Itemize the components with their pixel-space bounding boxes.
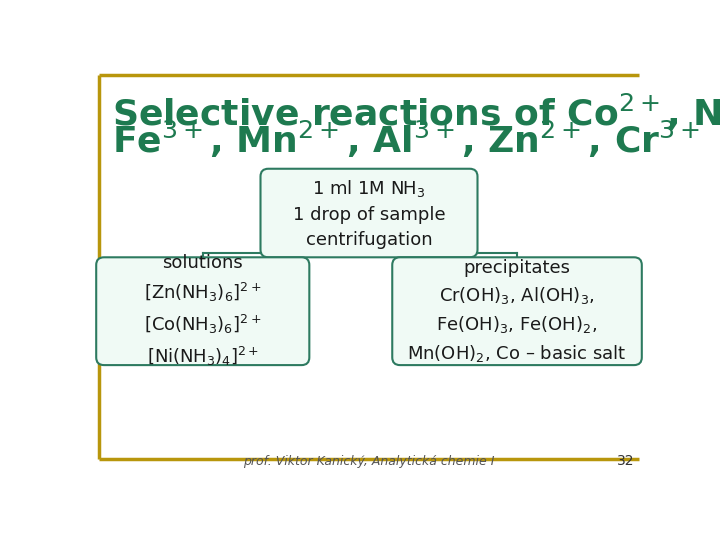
Text: precipitates
Cr(OH)$_3$, Al(OH)$_3$,
Fe(OH)$_3$, Fe(OH)$_2$,
Mn(OH)$_2$, Co – ba: precipitates Cr(OH)$_3$, Al(OH)$_3$, Fe(… <box>408 259 626 364</box>
Text: solutions
[Zn(NH$_3$)$_6$]$^{2+}$
[Co(NH$_3$)$_6$]$^{2+}$
[Ni(NH$_3$)$_4$]$^{2+}: solutions [Zn(NH$_3$)$_6$]$^{2+}$ [Co(NH… <box>144 254 261 368</box>
FancyBboxPatch shape <box>392 257 642 365</box>
Text: 1 ml 1M NH$_3$
1 drop of sample
centrifugation: 1 ml 1M NH$_3$ 1 drop of sample centrifu… <box>293 178 445 248</box>
Text: Selective reactions of Co$^{2+}$, Ni$^{2+}$, Fe$^{2+}$,: Selective reactions of Co$^{2+}$, Ni$^{2… <box>112 92 720 133</box>
Text: 32: 32 <box>617 454 635 468</box>
Text: Fe$^{3+}$, Mn$^{2+}$, Al$^{3+}$, Zn$^{2+}$, Cr$^{3+}$: Fe$^{3+}$, Mn$^{2+}$, Al$^{3+}$, Zn$^{2+… <box>112 119 700 160</box>
Text: prof. Viktor Kanický, Analytická chemie I: prof. Viktor Kanický, Analytická chemie … <box>243 455 495 468</box>
FancyBboxPatch shape <box>261 168 477 257</box>
FancyBboxPatch shape <box>96 257 310 365</box>
